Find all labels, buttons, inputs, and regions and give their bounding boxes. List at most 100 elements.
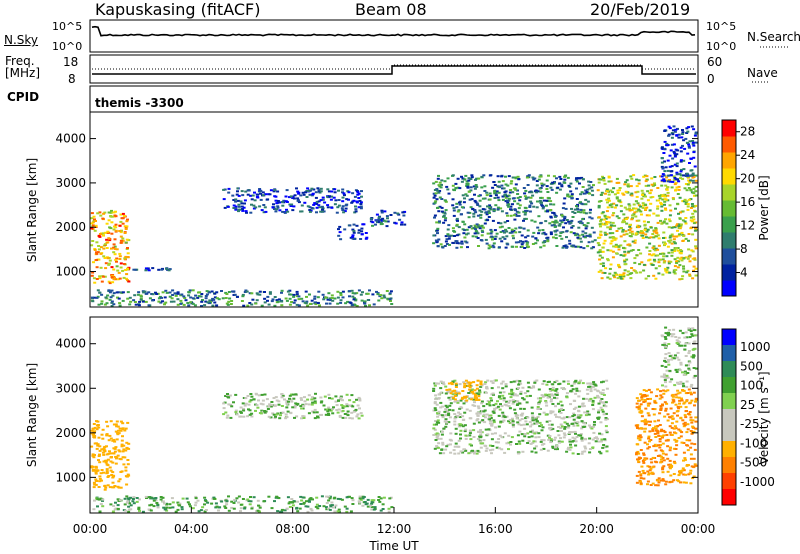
velocity-cell <box>224 507 228 509</box>
power-cell <box>691 179 695 182</box>
power-cell <box>559 178 563 180</box>
velocity-cell <box>493 379 497 382</box>
power-cell <box>347 290 351 293</box>
power-cell <box>351 236 355 238</box>
velocity-cell <box>345 507 349 510</box>
power-cell <box>692 269 696 272</box>
velocity-cell <box>661 335 665 338</box>
velocity-cell <box>652 445 656 448</box>
velocity-cell <box>492 411 496 414</box>
power-cell <box>320 210 324 213</box>
power-cell <box>687 187 691 189</box>
power-cell <box>534 242 538 245</box>
velocity-cell <box>638 434 642 437</box>
velocity-cell <box>509 396 513 399</box>
velocity-cell <box>566 448 570 450</box>
velocity-cell <box>580 427 584 430</box>
power-cell <box>540 196 544 199</box>
power-cell <box>584 189 588 192</box>
power-cell <box>438 181 442 184</box>
power-cell <box>626 183 630 186</box>
velocity-cell <box>649 484 653 486</box>
velocity-cell <box>571 436 575 439</box>
power-cell <box>396 212 400 215</box>
power-cell <box>317 290 321 293</box>
velocity-cell <box>473 395 477 398</box>
power-cell <box>674 235 678 238</box>
velocity-cell <box>337 508 341 511</box>
velocity-cell <box>588 451 592 454</box>
power-cell <box>112 278 116 281</box>
power-colorbar-tick: 20 <box>740 172 755 186</box>
power-cell <box>116 278 120 281</box>
power-cell <box>98 277 102 280</box>
power-cell <box>691 215 695 218</box>
velocity-cell <box>280 393 284 396</box>
velocity-cell <box>676 351 680 354</box>
velocity-cell <box>643 394 647 396</box>
velocity-cell <box>592 423 596 426</box>
velocity-cell <box>688 472 692 475</box>
velocity-cell <box>600 438 604 441</box>
velocity-cell <box>605 387 609 390</box>
power-cell <box>526 184 530 186</box>
power-cell <box>106 257 110 260</box>
velocity-cell <box>657 444 660 447</box>
power-cell <box>157 268 161 271</box>
velocity-cell <box>540 439 544 442</box>
velocity-cell <box>457 392 461 395</box>
power-cell <box>360 227 364 230</box>
power-cell <box>510 180 514 183</box>
velocity-cell <box>563 434 567 437</box>
power-cell <box>436 232 439 235</box>
velocity-cell <box>662 392 666 395</box>
velocity-cell <box>599 440 603 443</box>
power-cell <box>121 212 125 215</box>
velocity-cell <box>582 426 586 428</box>
velocity-cell <box>244 402 248 405</box>
power-cell <box>463 223 467 226</box>
velocity-cell <box>351 499 355 502</box>
power-cell <box>308 206 312 209</box>
power-cell <box>274 199 278 202</box>
power-cell <box>471 235 475 238</box>
velocity-cell <box>555 379 559 382</box>
velocity-cell <box>678 472 682 475</box>
velocity-cell <box>275 495 279 498</box>
velocity-cell <box>350 417 354 420</box>
power-cell <box>485 211 489 214</box>
power-cell <box>290 203 294 206</box>
power-cell <box>507 227 511 229</box>
velocity-cell <box>683 336 687 339</box>
velocity-cell <box>483 444 487 447</box>
power-cell <box>366 292 370 295</box>
velocity-cell <box>433 447 437 450</box>
power-cell <box>472 227 476 229</box>
velocity-cell <box>350 394 354 397</box>
velocity-cell <box>679 481 682 484</box>
power-cell <box>491 238 494 241</box>
power-cell <box>627 250 631 253</box>
power-cell <box>111 294 115 297</box>
velocity-cell <box>605 379 609 382</box>
velocity-cell <box>239 503 243 506</box>
power-cell <box>238 208 242 211</box>
power-cell <box>244 190 248 193</box>
power-cell <box>389 300 392 302</box>
velocity-cell <box>692 391 696 394</box>
power-cell <box>644 207 648 210</box>
power-cell <box>126 247 129 249</box>
power-cell <box>108 291 112 294</box>
power-cell <box>333 203 337 206</box>
velocity-cell <box>536 420 539 423</box>
power-cell <box>672 175 676 178</box>
velocity-cell <box>505 442 509 445</box>
power-cell <box>685 132 689 134</box>
velocity-cell <box>302 404 306 407</box>
power-cell <box>676 149 680 152</box>
power-cell <box>672 238 676 241</box>
velocity-cell <box>661 436 664 439</box>
power-cell <box>168 291 172 294</box>
velocity-cell <box>534 418 538 421</box>
